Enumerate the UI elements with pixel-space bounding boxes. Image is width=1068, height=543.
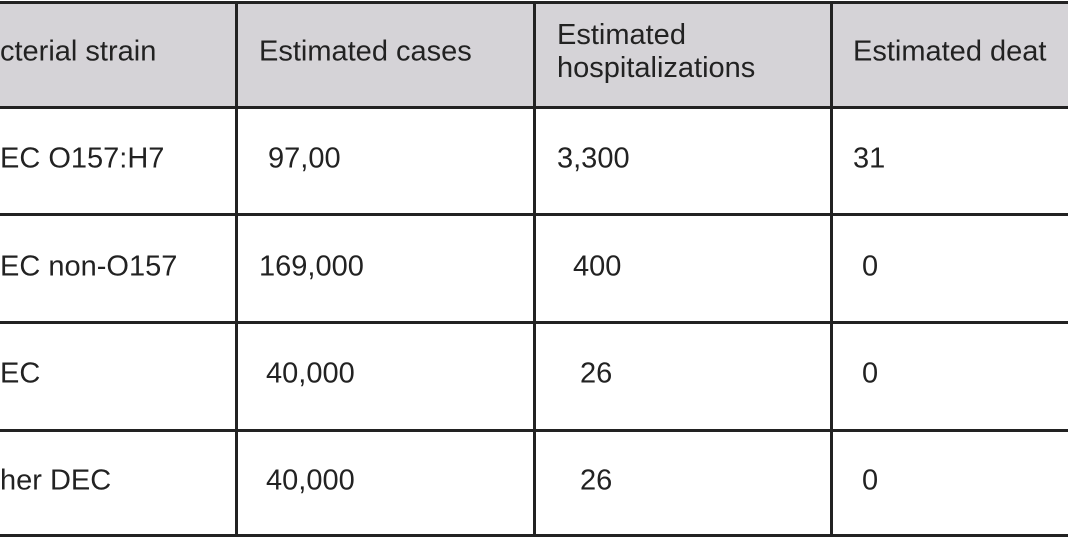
cell: 26	[580, 357, 613, 390]
header-cell: cterial strain	[0, 35, 157, 68]
cell: her DEC	[0, 464, 112, 497]
cell: EC	[0, 357, 41, 390]
cell: 26	[580, 464, 613, 497]
cell: 169,000	[259, 250, 364, 283]
header-cell: Estimated hospitalizations	[557, 19, 756, 84]
cell: 0	[862, 464, 879, 497]
column-border	[533, 2, 536, 537]
column-border	[830, 2, 833, 537]
column-border	[235, 2, 238, 537]
cell: EC O157:H7	[0, 142, 165, 175]
cell: EC non-O157	[0, 250, 178, 283]
cell: 3,300	[557, 142, 630, 175]
cell: 0	[862, 357, 879, 390]
cell: 40,000	[266, 357, 355, 390]
header-cell: Estimated deat	[853, 35, 1047, 68]
header-cell: Estimated cases	[259, 35, 472, 68]
cell: 0	[862, 250, 879, 283]
cell: 97,00	[268, 142, 341, 175]
cell: 40,000	[266, 464, 355, 497]
cell: 400	[573, 250, 622, 283]
cell: 31	[853, 142, 886, 175]
